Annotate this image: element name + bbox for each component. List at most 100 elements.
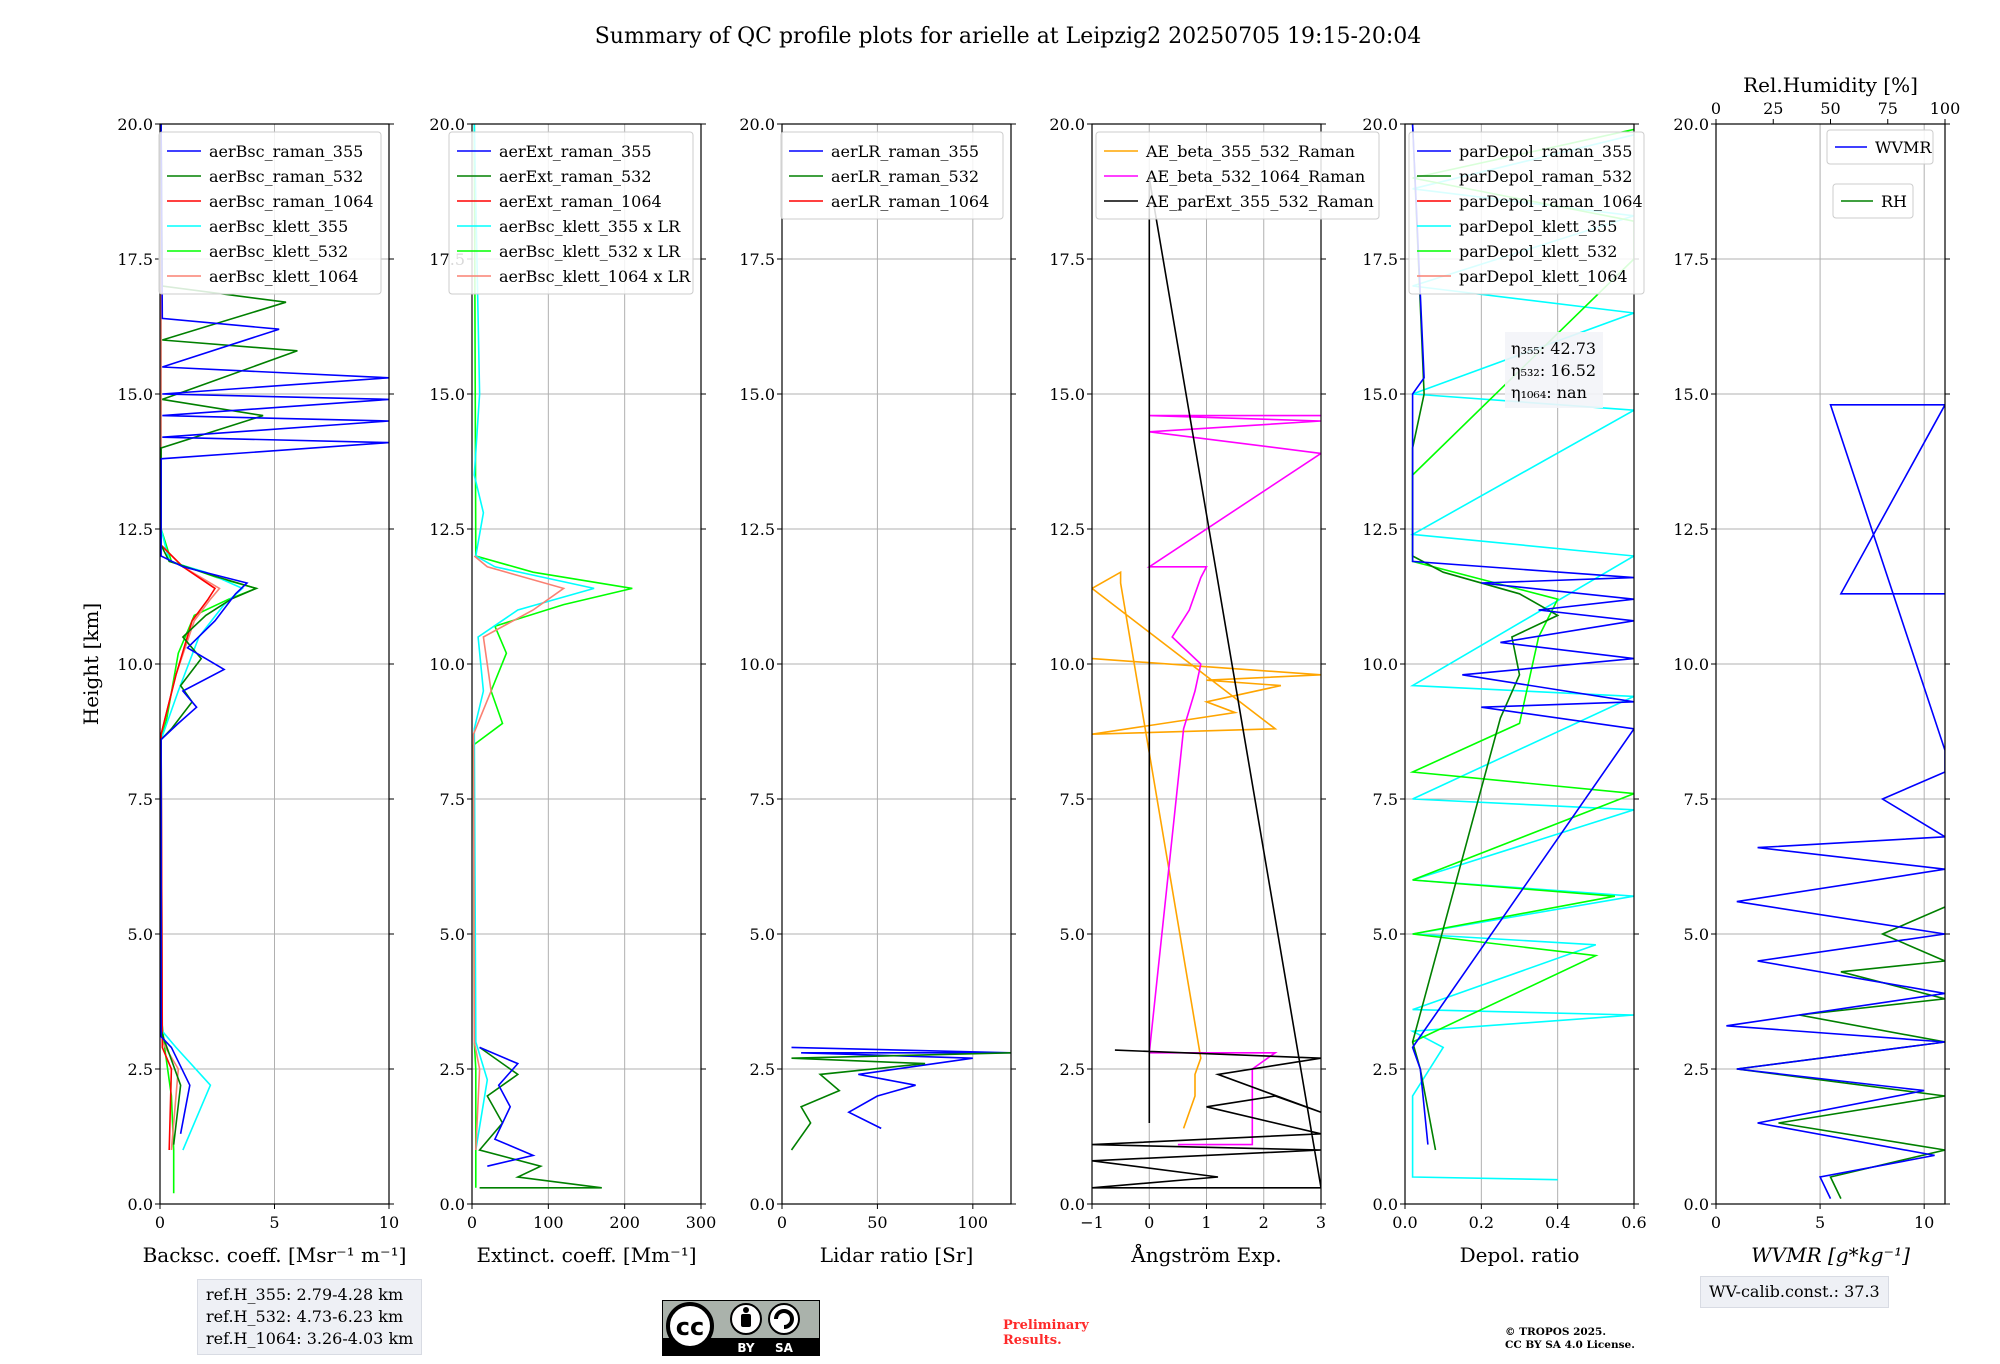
- legend-box: [1408, 131, 1645, 295]
- y-tick-label: 15.0: [1673, 385, 1709, 404]
- legend-box: [158, 131, 382, 295]
- legend-label: aerBsc_raman_355: [209, 142, 363, 161]
- legend-label: aerLR_raman_1064: [831, 192, 989, 211]
- x2-tick-label: 100: [1930, 99, 1961, 118]
- series-group: [472, 124, 633, 1189]
- legend: parDepol_raman_355 parDepol_raman_532 parD…: [1408, 131, 1645, 295]
- y-tick-label: 0.0: [128, 1195, 153, 1214]
- x-ticks: 0 5 10: [155, 1204, 399, 1232]
- y-tick-label: 2.5: [128, 1060, 153, 1079]
- calibration-annotation: η₃₅₅: 42.73 η₅₃₂: 16.52 η₁₀₆₄: nan: [1505, 332, 1603, 408]
- x-tick-label: 0.6: [1621, 1213, 1646, 1232]
- y-ticks: 0.02.55.07.510.012.515.017.520.0: [429, 115, 706, 1214]
- x-tick-label: 3: [1316, 1213, 1326, 1232]
- y-tick-label: 0.0: [1060, 1195, 1085, 1214]
- preliminary-results-note: Preliminary Results.: [1003, 1318, 1089, 1348]
- legend-label: AE_beta_355_532_Raman: [1145, 142, 1355, 161]
- panel-angstrom: −1 0 1 2 3 0.0 2.5 5.0 7.5 10.0 12.5 15.0 17.5 20.0 Ån…: [1049, 115, 1380, 1267]
- y-ticks: 0.02.55.07.510.012.515.017.520.0: [117, 115, 394, 1214]
- y-tick-label: 17.5: [1049, 250, 1085, 269]
- legend-label: aerBsc_raman_532: [209, 167, 363, 186]
- copyright-note: © TROPOS 2025. CC BY SA 4.0 License.: [1505, 1326, 1635, 1352]
- ref-height-1064: ref.H_1064: 3.26-4.03 km: [206, 1329, 414, 1348]
- x-tick-label: −1: [1080, 1213, 1104, 1232]
- y-ticks: 0.02.55.07.510.012.515.017.520.0: [739, 115, 1016, 1214]
- legend-label: aerBsc_klett_355: [209, 217, 348, 236]
- x-tick-label: 300: [686, 1213, 717, 1232]
- y-tick-label: 15.0: [1362, 385, 1398, 404]
- y-tick-label: 7.5: [1373, 790, 1398, 809]
- legend-label: WVMR: [1875, 138, 1932, 157]
- y-tick-label: 20.0: [1362, 115, 1398, 134]
- panel-depolarization: 0.0 0.2 0.4 0.6 0.0 2.5 5.0 7.5 10.0 12.5 15.0 17.5…: [1362, 115, 1646, 1267]
- y-tick-label: 7.5: [750, 790, 775, 809]
- x-axis-label: Lidar ratio [Sr]: [820, 1243, 974, 1267]
- legend-label: AE_beta_532_1064_Raman: [1145, 167, 1365, 186]
- legend: AE_beta_355_532_Raman AE_beta_532_1064_Ra…: [1095, 131, 1380, 220]
- y-tick-label: 0.0: [1684, 1195, 1709, 1214]
- x2-tick-label: 0: [1711, 99, 1721, 118]
- wv-calibration-constant: WV-calib.const.: 37.3: [1709, 1282, 1880, 1301]
- legend-label: aerBsc_klett_532 x LR: [499, 242, 681, 261]
- panels: 0 5 100.02.55.07.510.012.515.017.520.0Back…: [79, 73, 1960, 1267]
- x-tick-label: 0.0: [1392, 1213, 1417, 1232]
- series-WVMR: [1726, 403, 1945, 1199]
- y-tick-label: 17.5: [1362, 250, 1398, 269]
- secondary-x-axis: 0 25 50 75 100 Rel.Humidity [%]: [1711, 73, 1960, 124]
- legend-label: aerLR_raman_355: [831, 142, 979, 161]
- annotation-box: [1505, 332, 1603, 408]
- y-tick-label: 2.5: [1684, 1060, 1709, 1079]
- x-tick-label: 1: [1201, 1213, 1211, 1232]
- x-ticks: 0 100 200 300: [467, 1204, 716, 1232]
- creative-commons-by-sa-icon: cc BY SA: [662, 1300, 820, 1356]
- series-aerExt_raman_355: [479, 1046, 536, 1167]
- x-tick-label: 100: [958, 1213, 989, 1232]
- legend-label: parDepol_klett_1064: [1459, 267, 1628, 286]
- y-tick-label: 12.5: [429, 520, 465, 539]
- legend-label: aerBsc_klett_532: [209, 242, 348, 261]
- annotation-line: η₁₀₆₄: nan: [1511, 383, 1587, 402]
- legend-box: [1826, 129, 1934, 165]
- y-tick-label: 5.0: [1060, 925, 1085, 944]
- y-axis-label: Height [km]: [79, 603, 103, 725]
- x-tick-label: 0.2: [1469, 1213, 1494, 1232]
- legend-label: parDepol_raman_1064: [1459, 192, 1643, 211]
- y-tick-label: 15.0: [739, 385, 775, 404]
- series-group: [1726, 403, 1945, 1199]
- series-parDepol_raman_355: [1411, 124, 1634, 1145]
- y-tick-label: 7.5: [1684, 790, 1709, 809]
- y-tick-label: 10.0: [429, 655, 465, 674]
- legend: WVMR RH: [1826, 129, 1934, 219]
- preliminary-line-2: Results.: [1003, 1333, 1062, 1348]
- x-tick-label: 0: [467, 1213, 477, 1232]
- y-tick-label: 0.0: [1373, 1195, 1398, 1214]
- y-tick-label: 5.0: [128, 925, 153, 944]
- y-tick-label: 5.0: [1373, 925, 1398, 944]
- y-tick-label: 15.0: [429, 385, 465, 404]
- y-tick-label: 10.0: [1673, 655, 1709, 674]
- y-tick-label: 10.0: [1049, 655, 1085, 674]
- y-tick-label: 12.5: [1049, 520, 1085, 539]
- y-tick-label: 12.5: [117, 520, 153, 539]
- series-group: [790, 1046, 1011, 1151]
- y-tick-label: 20.0: [739, 115, 775, 134]
- y-tick-label: 15.0: [1049, 385, 1085, 404]
- legend-label: parDepol_klett_355: [1459, 217, 1617, 236]
- x-axis-label: Extinct. coeff. [Mm⁻¹]: [476, 1243, 696, 1267]
- cc-by-label: BY: [737, 1341, 754, 1355]
- legend-label: AE_parExt_355_532_Raman: [1145, 192, 1374, 211]
- series-AE_beta_355_532_Raman: [1092, 570, 1321, 1129]
- legend-label: aerExt_raman_1064: [499, 192, 662, 211]
- series-aerExt_raman_532: [478, 1046, 602, 1189]
- x-tick-label: 10: [379, 1213, 399, 1232]
- series-aerLR_raman_355: [791, 1046, 1011, 1130]
- series-aerLR_raman_532: [790, 1052, 1011, 1151]
- legend-box: [780, 131, 1004, 220]
- ref-height-532: ref.H_532: 4.73-6.23 km: [206, 1307, 404, 1326]
- legend-label: aerExt_raman_532: [499, 167, 652, 186]
- x-tick-label: 100: [533, 1213, 564, 1232]
- x-tick-label: 0: [1144, 1213, 1154, 1232]
- series-group: [160, 124, 389, 1194]
